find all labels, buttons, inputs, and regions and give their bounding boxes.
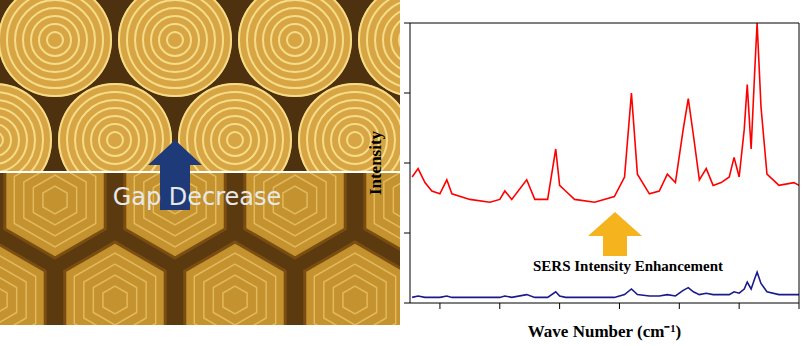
svg-text:Gap Decrease: Gap Decrease [113, 183, 282, 211]
svg-text:SERS Intensity Enhancement: SERS Intensity Enhancement [533, 258, 723, 274]
svg-text:Intensity: Intensity [366, 130, 385, 195]
svg-text:Wave Number (cm⁻¹): Wave Number (cm⁻¹) [528, 322, 681, 341]
